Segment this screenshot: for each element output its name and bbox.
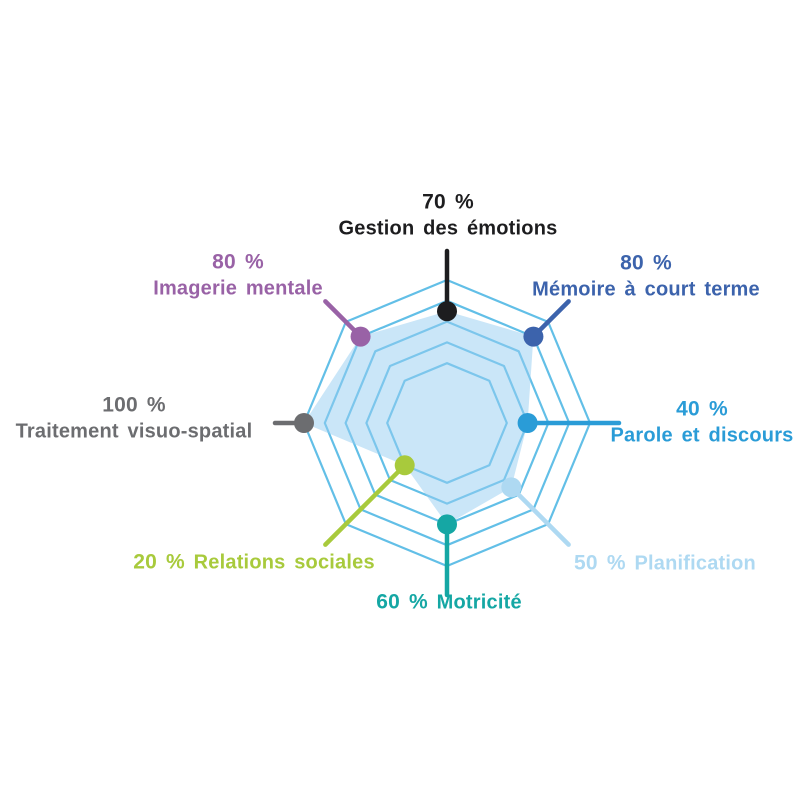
axis-name-gestion: Gestion des émotions [338,217,558,240]
axis-label-parole-et-discours: 40 % Parole et discours [611,395,794,448]
axis-value-parole: 40 % [676,397,728,421]
axis-name-memoire: Mémoire à court terme [532,278,760,301]
axis-value-memoire: 80 % [620,251,672,275]
data-polygon [304,311,534,525]
axis-value-planification: 50 % [574,551,626,575]
data-point-6 [294,413,314,433]
axis-label-motricite: 60 % Motricité [376,588,522,615]
axis-label-imagerie-mentale: 80 % Imagerie mentale [153,248,323,301]
axis-name-imagerie: Imagerie mentale [153,277,323,300]
data-point-1 [523,326,544,347]
axis-value-gestion: 70 % [422,190,474,214]
axis-name-motricite: Motricité [436,591,522,614]
axis-name-parole: Parole et discours [610,424,794,447]
data-point-5 [394,455,415,476]
axis-label-relations-sociales: 20 % Relations sociales [133,548,375,575]
axis-name-relations: Relations sociales [193,551,375,574]
axis-name-planification: Planification [634,552,756,575]
axis-value-relations: 20 % [133,550,185,574]
axis-value-motricite: 60 % [376,590,428,614]
data-point-3 [501,477,522,498]
axis-label-planification: 50 % Planification [574,549,756,576]
axis-label-traitement-visuo-spatial: 100 % Traitement visuo-spatial [16,391,253,444]
data-point-7 [350,326,371,347]
axis-value-imagerie: 80 % [212,250,264,274]
axis-value-traitement: 100 % [102,393,166,417]
leader-line-5 [323,463,407,547]
data-point-4 [437,514,457,535]
data-point-2 [517,413,538,433]
leader-line-3 [509,485,571,547]
axis-name-traitement: Traitement visuo-spatial [15,420,253,443]
data-point-0 [437,301,457,322]
axis-label-memoire-court-terme: 80 % Mémoire à court terme [532,249,760,302]
axis-label-gestion-des-emotions: 70 % Gestion des émotions [339,188,558,241]
